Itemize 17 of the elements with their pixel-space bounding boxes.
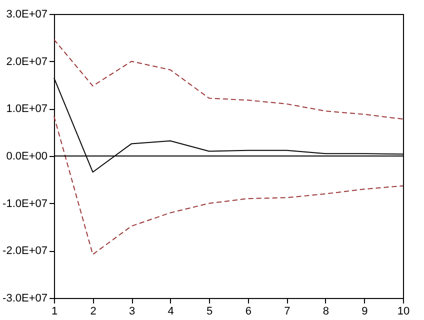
x-tick-label: 1: [51, 306, 58, 318]
y-tick-label: 0.0E+00: [6, 150, 48, 162]
y-tick-label: -1.0E+07: [2, 198, 48, 210]
x-tick-label: 4: [168, 306, 174, 318]
y-tick-label: -3.0E+07: [2, 292, 48, 304]
y-tick-label: 1.0E+07: [6, 103, 48, 116]
y-tick-label: 2.0E+07: [6, 56, 48, 68]
x-tick-label: 3: [128, 306, 136, 318]
x-tick-label: 5: [206, 306, 213, 318]
x-tick-label: 8: [322, 306, 330, 318]
y-tick-label: -2.0E+07: [2, 245, 48, 258]
x-tick-label: 7: [284, 306, 290, 318]
x-tick-label: 2: [90, 306, 96, 318]
x-tick-label: 6: [245, 306, 252, 318]
x-tick-label: 10: [397, 306, 410, 318]
x-tick-label: 9: [362, 306, 368, 318]
y-tick-label: 3.0E+07: [6, 8, 48, 20]
